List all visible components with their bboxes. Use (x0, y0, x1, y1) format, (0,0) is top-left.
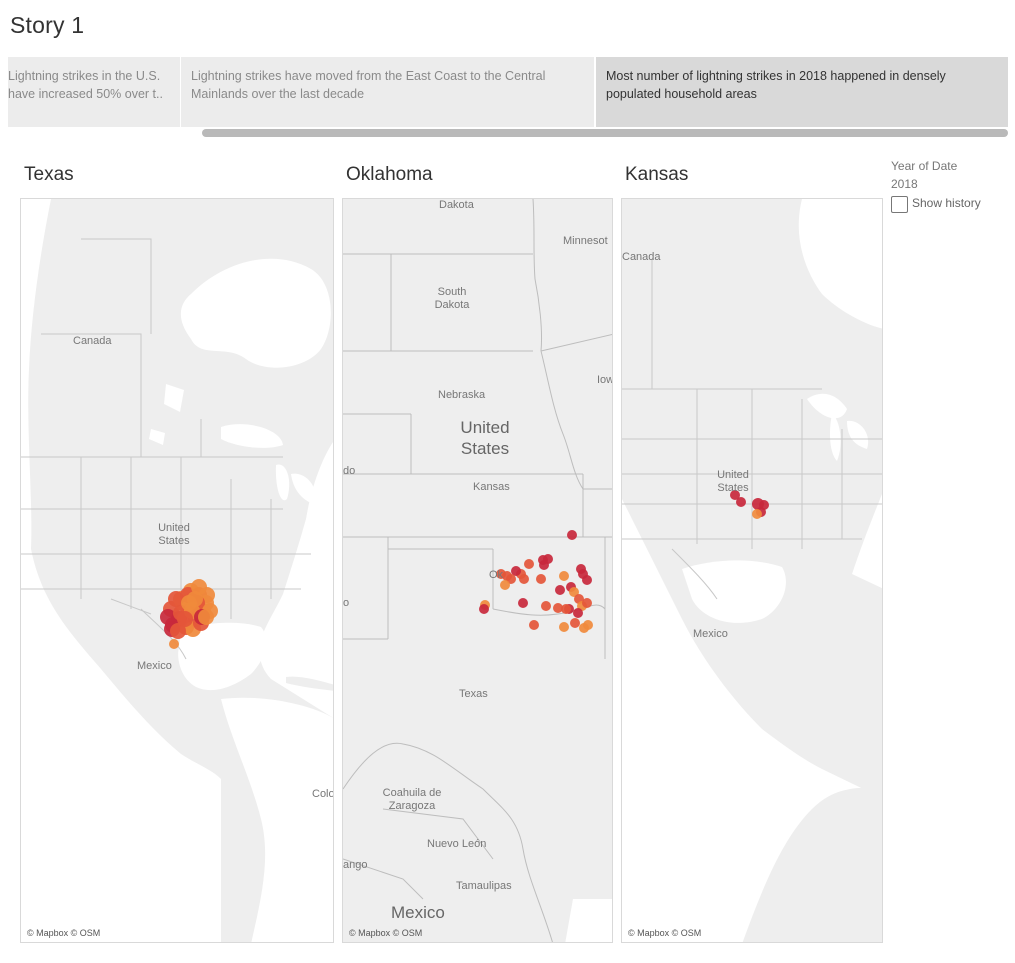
strike-mark[interactable] (559, 622, 569, 632)
texas-map-basemap (21, 199, 333, 942)
texas-map-attribution[interactable]: © Mapbox © OSM (27, 928, 101, 938)
oklahoma-map-title: Oklahoma (346, 164, 433, 185)
oklahoma-label-tamaulipas: Tamaulipas (456, 880, 512, 892)
story-point-2-caption: Lightning strikes have moved from the Ea… (191, 69, 546, 101)
texas-label-united-states: United States (158, 522, 190, 547)
texas-map[interactable]: Canada United States Mexico Colo © Mapbo… (20, 198, 334, 943)
oklahoma-label-south-dakota: South Dakota (434, 286, 470, 311)
kansas-map-basemap (622, 199, 882, 942)
kansas-label-united-states: United States (717, 469, 749, 494)
oklahoma-map[interactable]: Dakota Minnesot South Dakota Nebraska Io… (342, 198, 613, 943)
story-title: Story 1 (10, 12, 85, 38)
strike-mark[interactable] (569, 587, 579, 597)
story-point-3-caption: Most number of lightning strikes in 2018… (606, 69, 946, 101)
kansas-strike-marks (730, 490, 769, 519)
strike-mark[interactable] (579, 623, 589, 633)
oklahoma-label-dakota: Dakota (439, 199, 474, 211)
oklahoma-label-united-states: United States (460, 418, 510, 458)
kansas-label-mexico: Mexico (693, 628, 728, 640)
texas-label-mexico: Mexico (137, 660, 172, 672)
oklahoma-label-minnesota: Minnesot (563, 235, 608, 247)
story-navigator: Lightning strikes in the U.S. have incre… (8, 57, 1008, 127)
kansas-map[interactable]: Canada United States Mexico © Mapbox © O… (621, 198, 883, 943)
strike-mark[interactable] (524, 559, 534, 569)
oklahoma-label-new-mexico: o (343, 597, 350, 609)
oklahoma-label-nuevo-leon: Nuevo León (427, 838, 487, 850)
strike-mark[interactable] (736, 497, 746, 507)
strike-mark[interactable] (561, 604, 571, 614)
oklahoma-label-nebraska: Nebraska (438, 389, 486, 401)
year-filter: Year of Date 2018 Show history (891, 157, 981, 213)
story-navigator-scrollbar[interactable] (202, 129, 1008, 137)
strike-mark[interactable] (496, 569, 506, 579)
oklahoma-label-texas: Texas (459, 688, 488, 700)
strike-mark[interactable] (582, 575, 592, 585)
strike-mark[interactable] (541, 601, 551, 611)
strike-mark[interactable] (169, 639, 179, 649)
strike-mark[interactable] (500, 580, 510, 590)
strike-mark[interactable] (198, 609, 214, 625)
oklahoma-label-coahuila: Coahuila de Zaragoza (382, 787, 442, 812)
strike-mark[interactable] (759, 500, 769, 510)
kansas-label-canada: Canada (622, 251, 661, 263)
strike-mark[interactable] (752, 509, 762, 519)
texas-map-title: Texas (24, 164, 74, 185)
strike-mark[interactable] (730, 490, 740, 500)
year-filter-title: Year of Date (891, 159, 958, 173)
story-point-3[interactable]: Most number of lightning strikes in 2018… (596, 57, 1008, 127)
oklahoma-label-mexico: Mexico (391, 903, 445, 922)
strike-mark[interactable] (529, 620, 539, 630)
strike-mark[interactable] (518, 598, 528, 608)
strike-mark[interactable] (559, 571, 569, 581)
strike-mark[interactable] (536, 574, 546, 584)
story-point-2[interactable]: Lightning strikes have moved from the Ea… (181, 57, 594, 127)
story-point-1-caption: Lightning strikes in the U.S. have incre… (8, 69, 163, 101)
oklahoma-map-attribution[interactable]: © Mapbox © OSM (349, 928, 423, 938)
oklahoma-label-kansas: Kansas (473, 481, 510, 493)
year-filter-value: 2018 (891, 177, 918, 191)
oklahoma-label-durango: ango (343, 859, 368, 871)
oklahoma-label-colorado: do (343, 465, 356, 477)
strike-mark[interactable] (555, 585, 565, 595)
show-history-checkbox[interactable] (891, 196, 908, 213)
show-history-toggle[interactable]: Show history (891, 196, 1001, 216)
strike-mark[interactable] (177, 611, 193, 627)
strike-mark[interactable] (519, 574, 529, 584)
strike-mark[interactable] (170, 623, 186, 639)
oklahoma-label-oklahoma: Ok (489, 569, 504, 581)
texas-strike-marks (160, 579, 218, 649)
strike-mark[interactable] (553, 603, 563, 613)
oklahoma-map-basemap (343, 199, 612, 942)
kansas-map-title: Kansas (625, 164, 689, 185)
strike-mark[interactable] (181, 595, 197, 611)
strike-mark[interactable] (573, 608, 583, 618)
texas-label-colo: Colo (312, 788, 334, 800)
strike-mark[interactable] (570, 618, 580, 628)
oklahoma-label-iowa: Iow (597, 374, 613, 386)
strike-mark[interactable] (511, 566, 521, 576)
show-history-label: Show history (912, 196, 981, 210)
kansas-map-attribution[interactable]: © Mapbox © OSM (628, 928, 702, 938)
strike-mark[interactable] (479, 604, 489, 614)
strike-mark[interactable] (539, 560, 549, 570)
strike-mark[interactable] (582, 598, 592, 608)
oklahoma-strike-marks (479, 530, 593, 633)
strike-mark[interactable] (567, 530, 577, 540)
texas-label-canada: Canada (73, 335, 112, 347)
story-point-1[interactable]: Lightning strikes in the U.S. have incre… (8, 57, 180, 127)
